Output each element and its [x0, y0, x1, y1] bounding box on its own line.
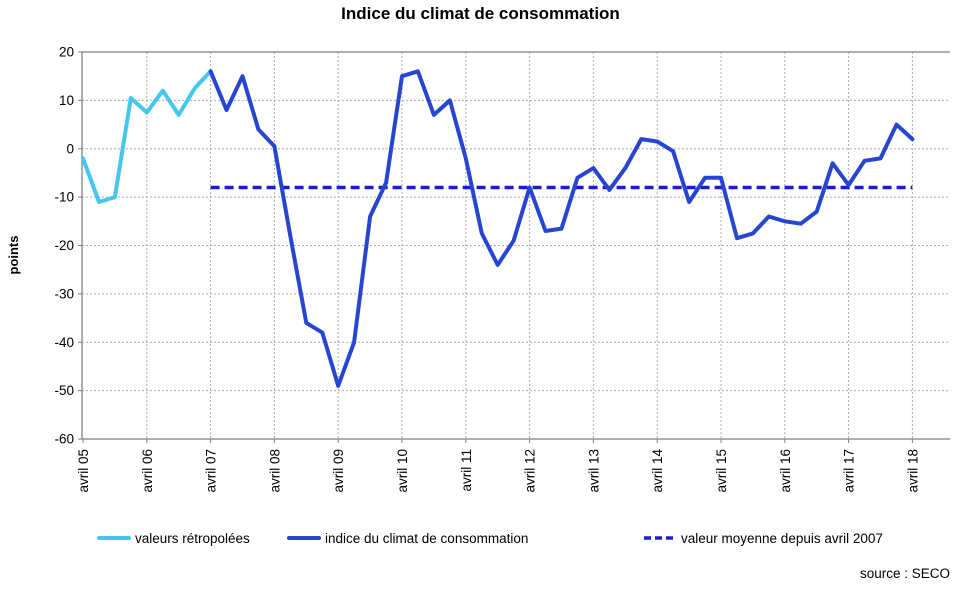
chart-title: Indice du climat de consommation: [341, 4, 620, 23]
y-tick-label: -30: [54, 286, 74, 301]
y-tick-label: 20: [59, 45, 74, 60]
legend-swatch-blue-line: [287, 536, 321, 540]
y-tick-label: -50: [54, 383, 74, 398]
x-tick-label: avril 13: [586, 449, 601, 493]
y-tick-label: -10: [54, 190, 74, 205]
legend-label-valeur-moyenne: valeur moyenne depuis avril 2007: [681, 530, 883, 546]
legend-item-indice: indice du climat de consommation: [287, 529, 528, 547]
y-tick-label: -60: [54, 432, 74, 447]
y-tick-label: -40: [54, 335, 74, 350]
x-tick-label: avril 07: [204, 449, 219, 493]
y-tick-label: -20: [54, 238, 74, 253]
series-line-1: [208, 69, 915, 388]
y-tick-label: 0: [66, 141, 74, 156]
legend-item-valeurs-retropolees: valeurs rétropolées: [97, 529, 250, 547]
x-tick-label: avril 12: [523, 449, 538, 493]
legend-swatch-dashed-line: [644, 536, 676, 540]
series-line-0: [81, 69, 213, 204]
x-tick-label: avril 14: [650, 449, 665, 493]
source-label: source : SECO: [859, 566, 950, 581]
legend-label-indice: indice du climat de consommation: [325, 530, 529, 546]
x-tick-label: avril 05: [76, 449, 91, 493]
x-tick-label: avril 17: [842, 449, 857, 493]
x-tick-label: avril 08: [267, 449, 282, 493]
legend-label-valeurs-retropolees: valeurs rétropolées: [135, 530, 250, 546]
x-tick-label: avril 09: [331, 449, 346, 493]
x-tick-label: avril 16: [778, 449, 793, 493]
x-tick-label: avril 06: [140, 449, 155, 493]
x-tick-label: avril 11: [459, 449, 474, 492]
legend-item-valeur-moyenne: valeur moyenne depuis avril 2007: [643, 529, 883, 547]
y-tick-label: 10: [59, 93, 74, 108]
x-tick-label: avril 15: [714, 449, 729, 493]
x-tick-label: avril 18: [905, 449, 920, 493]
x-tick-label: avril 10: [395, 449, 410, 493]
legend-swatch-cyan-line: [97, 536, 131, 540]
